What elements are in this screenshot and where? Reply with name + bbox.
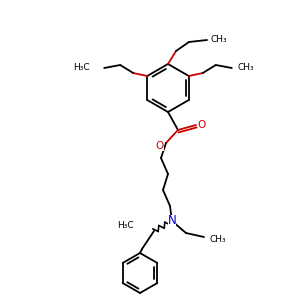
Text: CH₃: CH₃ — [210, 235, 226, 244]
Text: H₃C: H₃C — [74, 64, 90, 73]
Text: CH₃: CH₃ — [211, 35, 227, 44]
Text: H₃C: H₃C — [117, 221, 134, 230]
Text: O: O — [156, 141, 164, 151]
Text: CH₃: CH₃ — [238, 64, 254, 73]
Text: N: N — [168, 214, 176, 227]
Text: O: O — [198, 120, 206, 130]
